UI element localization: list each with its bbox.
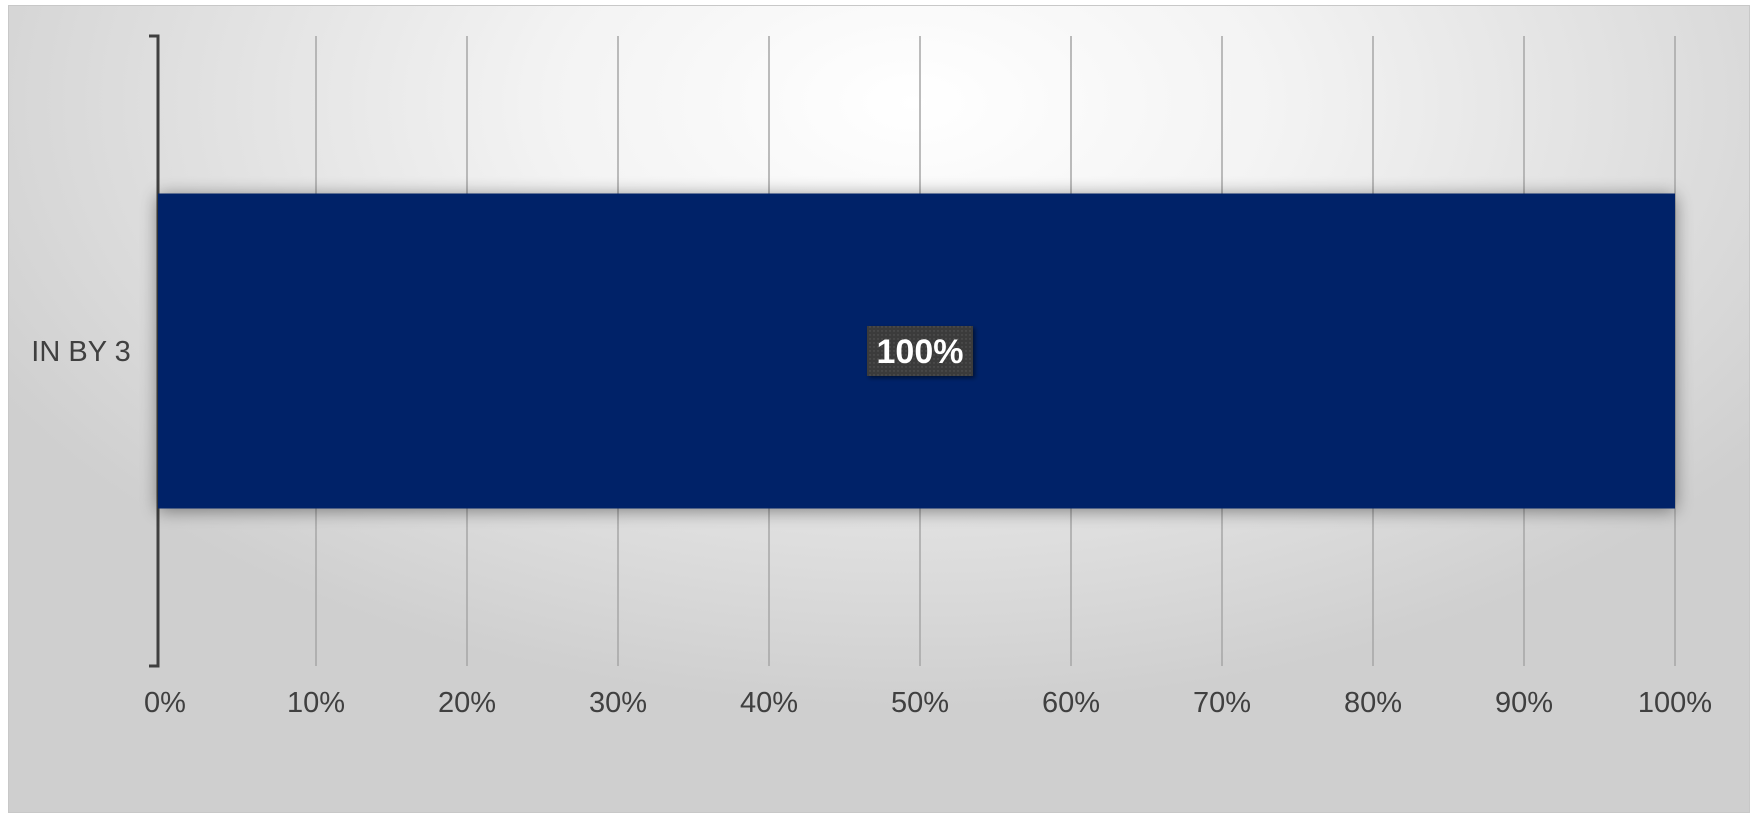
category-axis xyxy=(149,34,160,668)
x-tick-label: 40% xyxy=(740,687,798,719)
x-tick-label: 80% xyxy=(1344,687,1402,719)
x-tick-label: 90% xyxy=(1495,687,1553,719)
x-tick-label: 70% xyxy=(1193,687,1251,719)
x-tick-label: 20% xyxy=(438,687,496,719)
data-labels: 100% xyxy=(867,326,973,376)
data-label-text: 100% xyxy=(877,333,964,371)
x-tick-label: 60% xyxy=(1042,687,1100,719)
chart-area: 0% 10% 20% 30% 40% 50% 60% 70% 80% 90% 100% IN BY … xyxy=(8,5,1750,813)
data-label: 100% xyxy=(867,326,973,376)
data-label-box xyxy=(867,326,973,376)
x-tick-label: 10% xyxy=(287,687,345,719)
x-tick-label: 50% xyxy=(891,687,949,719)
bar-chart: 0% 10% 20% 30% 40% 50% 60% 70% 80% 90% 100% IN BY … xyxy=(31,34,1712,719)
category-label: IN BY 3 xyxy=(31,336,130,368)
x-tick-label: 30% xyxy=(589,687,647,719)
x-tick-label: 0% xyxy=(144,687,186,719)
value-axis-ticks: 0% 10% 20% 30% 40% 50% 60% 70% 80% 90% 100% xyxy=(144,687,1712,719)
x-tick-label: 100% xyxy=(1638,687,1712,719)
category-labels: IN BY 3 xyxy=(31,336,130,368)
